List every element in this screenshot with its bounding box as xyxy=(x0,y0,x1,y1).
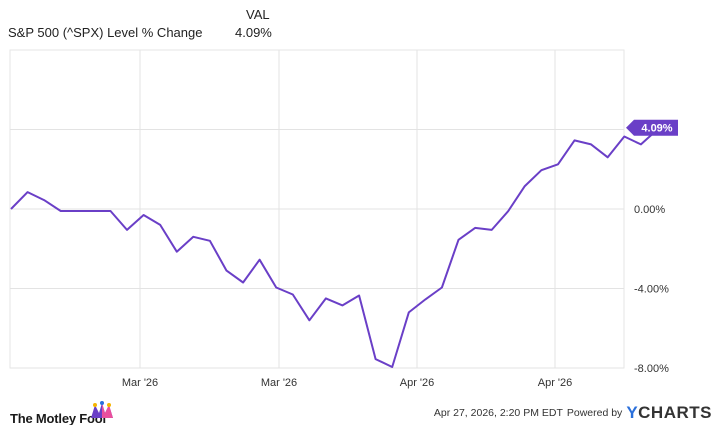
motley-fool-logo: The Motley Fool xyxy=(10,401,113,425)
y-tick-label: 0.00% xyxy=(634,204,665,216)
x-tick-label: Mar '26 xyxy=(261,377,297,389)
jester-cap-icon xyxy=(91,401,113,418)
ycharts-logo-text: CHARTS xyxy=(638,403,712,422)
x-tick-label: Apr '26 xyxy=(400,377,435,389)
x-tick-label: Apr '26 xyxy=(538,377,573,389)
series-group xyxy=(10,126,675,368)
x-gridlines xyxy=(139,50,556,368)
series-line xyxy=(10,126,675,368)
powered-by-text: Powered by xyxy=(566,407,623,419)
y-tick-label: -8.00% xyxy=(634,363,669,375)
end-value-text: 4.09% xyxy=(641,123,672,135)
end-value-tag xyxy=(626,119,678,136)
legend-series-value: 4.09% xyxy=(235,25,272,40)
ycharts-logo-y: Y xyxy=(626,403,639,422)
legend-column-header: VAL xyxy=(246,7,270,22)
footer-attribution: Apr 27, 2026, 2:20 PM EDT Powered by Y C… xyxy=(434,403,712,423)
legend: VAL S&P 500 (^SPX) Level % Change 4.09% xyxy=(8,7,278,41)
y-tick-label: -4.00% xyxy=(634,284,669,296)
timestamp: Apr 27, 2026, 2:20 PM EDT xyxy=(433,407,563,419)
legend-series-name: S&P 500 (^SPX) Level % Change xyxy=(8,25,203,40)
y-gridlines xyxy=(10,129,624,369)
x-tick-label: Mar '26 xyxy=(122,377,158,389)
end-value-label: 4.09% xyxy=(626,119,678,136)
x-tick-labels: Mar '26 Mar '26 Apr '26 Apr '26 xyxy=(122,377,572,389)
logo-wordmark: The Motley Fool xyxy=(10,411,106,425)
ycharts-logo[interactable]: Y CHARTS xyxy=(626,403,712,423)
y-tick-labels: -8.00%-4.00%0.00%4.00% xyxy=(634,125,669,376)
